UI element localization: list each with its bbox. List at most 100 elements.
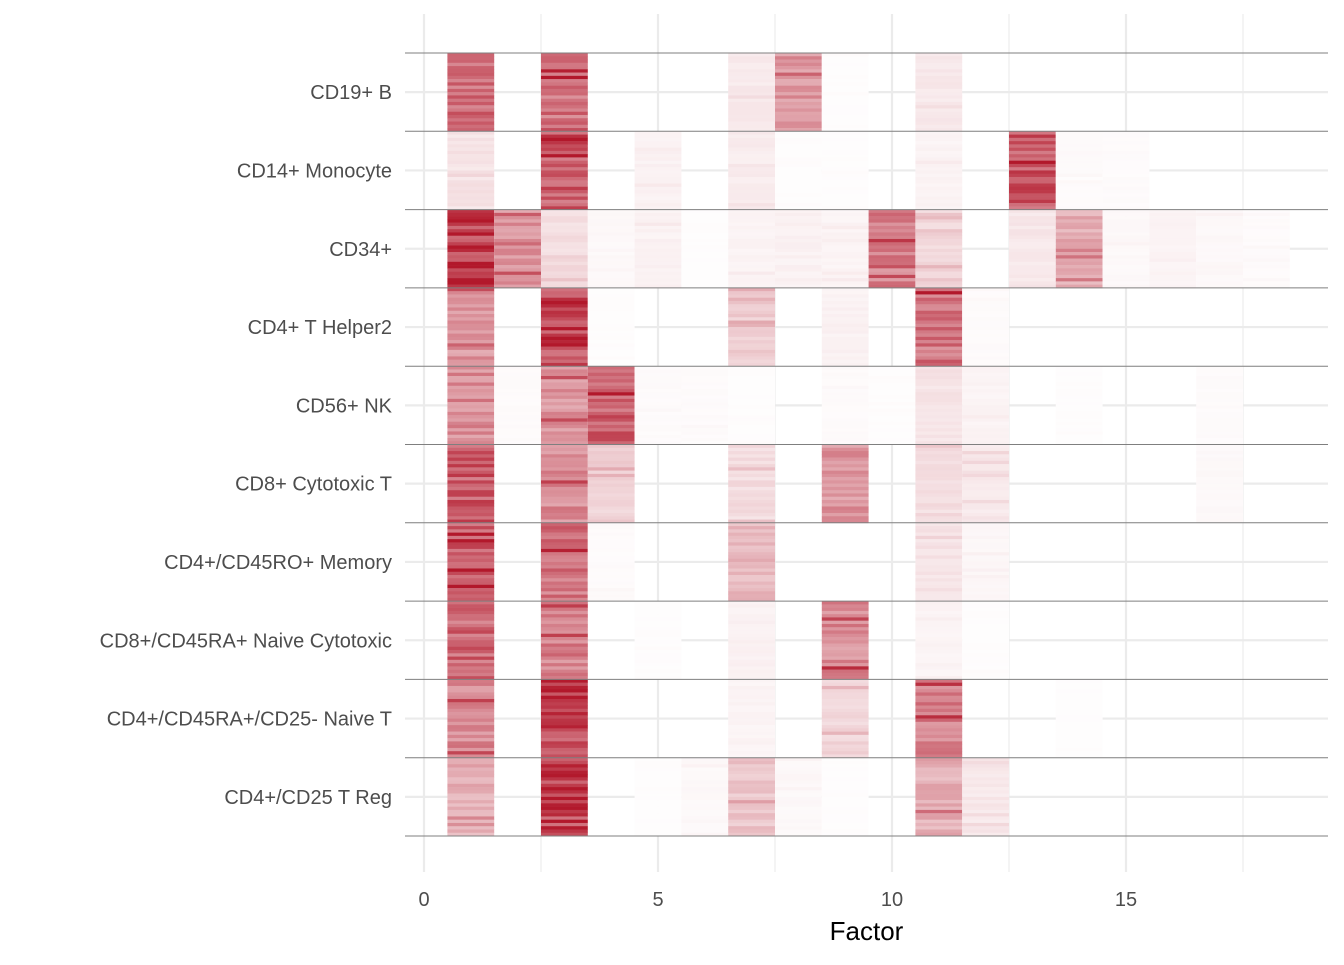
heatmap-stripe (915, 790, 963, 794)
heatmap-stripe (728, 682, 775, 687)
heatmap-stripe (494, 372, 541, 377)
heatmap-stripe (1102, 144, 1150, 148)
heatmap-stripe (821, 715, 869, 719)
heatmap-stripe (681, 796, 729, 801)
heatmap-stripe (821, 176, 869, 181)
heatmap-stripe (915, 483, 963, 488)
heatmap-stripe (1055, 157, 1103, 161)
heatmap-stripe (541, 229, 588, 233)
heatmap-stripe (587, 265, 635, 269)
heatmap-stripe (821, 85, 869, 90)
heatmap-stripe (447, 300, 495, 305)
heatmap-stripe (775, 59, 822, 64)
heatmap-stripe (587, 490, 635, 494)
heatmap-stripe (447, 679, 495, 683)
heatmap-stripe (962, 356, 1009, 360)
heatmap-stripe (541, 734, 588, 739)
heatmap-stripe (728, 721, 775, 726)
heatmap-stripe (821, 418, 869, 422)
heatmap-stripe (587, 483, 635, 488)
heatmap-stripe (541, 137, 588, 142)
heatmap-stripe (821, 793, 869, 798)
heatmap-stripe (962, 539, 1009, 543)
heatmap-stripe (541, 147, 588, 152)
heatmap-stripe (915, 154, 963, 158)
heatmap-stripe (447, 558, 495, 563)
heatmap-stripe (775, 101, 822, 106)
heatmap-stripe (681, 395, 729, 400)
heatmap-stripe (541, 255, 588, 259)
heatmap-stripe (1243, 261, 1290, 266)
heatmap-stripe (1102, 271, 1150, 276)
y-tick-label: CD4+ T Helper2 (248, 317, 392, 339)
heatmap-cell (915, 679, 963, 758)
heatmap-stripe (915, 66, 963, 70)
heatmap-stripe (541, 819, 588, 824)
heatmap-stripe (821, 366, 869, 370)
heatmap-stripe (681, 369, 729, 374)
heatmap-stripe (728, 617, 775, 621)
heatmap-stripe (915, 310, 963, 315)
heatmap-stripe (915, 359, 963, 364)
heatmap-stripe (821, 734, 869, 739)
heatmap-stripe (821, 712, 869, 716)
heatmap-stripe (587, 588, 635, 592)
heatmap-stripe (1009, 278, 1056, 282)
heatmap-stripe (728, 147, 775, 152)
heatmap-stripe (775, 163, 822, 168)
heatmap-stripe (1055, 196, 1103, 201)
heatmap-stripe (728, 389, 775, 393)
heatmap-stripe (775, 209, 822, 214)
heatmap-stripe (821, 147, 869, 152)
heatmap-stripe (821, 121, 869, 126)
heatmap-stripe (821, 760, 869, 765)
heatmap-stripe (1243, 245, 1290, 250)
heatmap-stripe (962, 653, 1009, 657)
heatmap-stripe (962, 607, 1009, 612)
heatmap-stripe (868, 248, 916, 253)
heatmap-stripe (775, 829, 822, 834)
heatmap-stripe (447, 832, 495, 837)
heatmap-stripe (728, 199, 775, 204)
heatmap-stripe (915, 291, 963, 295)
heatmap-stripe (1102, 206, 1150, 210)
heatmap-stripe (915, 819, 963, 824)
heatmap-stripe (821, 297, 869, 302)
heatmap-cell (821, 444, 869, 524)
heatmap-stripe (915, 261, 963, 266)
heatmap-stripe (962, 663, 1009, 667)
heatmap-stripe (962, 568, 1009, 573)
heatmap-stripe (1009, 248, 1056, 253)
heatmap-stripe (868, 405, 916, 409)
heatmap-stripe (447, 597, 495, 602)
heatmap-stripe (775, 813, 822, 817)
heatmap-stripe (541, 415, 588, 419)
heatmap-stripe (681, 382, 729, 387)
heatmap-stripe (447, 806, 495, 811)
heatmap-stripe (541, 366, 588, 370)
heatmap-stripe (775, 265, 822, 269)
heatmap-stripe (541, 747, 588, 752)
heatmap-stripe (915, 480, 963, 484)
heatmap-stripe (1243, 278, 1290, 282)
heatmap-stripe (541, 770, 588, 775)
heatmap-stripe (775, 190, 822, 194)
heatmap-stripe (1102, 242, 1150, 246)
heatmap-stripe (821, 513, 869, 517)
heatmap-stripe (728, 118, 775, 122)
heatmap-stripe (541, 281, 588, 285)
heatmap-stripe (915, 659, 963, 664)
heatmap-stripe (587, 242, 635, 246)
heatmap-stripe (541, 490, 588, 494)
heatmap-stripe (1102, 131, 1150, 135)
heatmap-stripe (634, 196, 682, 201)
heatmap-stripe (541, 203, 588, 207)
heatmap-stripe (541, 800, 588, 804)
heatmap-stripe (447, 225, 495, 230)
heatmap-stripe (821, 304, 869, 308)
heatmap-stripe (821, 252, 869, 256)
heatmap-stripe (447, 418, 495, 422)
heatmap-stripe (962, 809, 1009, 814)
heatmap-stripe (447, 689, 495, 693)
heatmap-stripe (775, 238, 822, 243)
